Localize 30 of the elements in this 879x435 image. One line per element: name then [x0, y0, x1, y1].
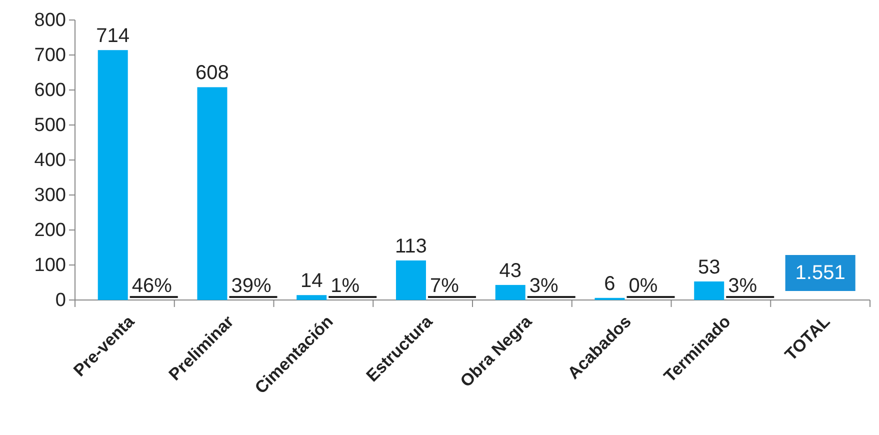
annotation: 3%: [728, 275, 758, 297]
annotation: 0%: [628, 275, 658, 297]
y-tick-label: 800: [34, 10, 66, 32]
y-tick-label: 100: [34, 255, 66, 276]
bar: [694, 281, 724, 300]
data-label: 53: [698, 256, 720, 278]
data-label: 43: [499, 260, 522, 282]
y-tick-label: 300: [34, 185, 66, 206]
bar: [495, 284, 526, 300]
y-tick-label: 0: [55, 290, 66, 312]
annotation: 39%: [231, 275, 272, 297]
bar: [98, 50, 128, 300]
data-label: 608: [196, 62, 229, 84]
data-label: 714: [96, 25, 130, 48]
y-tick-label: 400: [34, 150, 66, 172]
bar: [296, 295, 327, 300]
data-label: 6: [604, 272, 616, 295]
y-tick-label: 200: [34, 220, 66, 242]
bar: [396, 260, 426, 300]
y-tick-label: 700: [34, 45, 66, 66]
annotation: 3%: [529, 275, 558, 297]
data-label: 113: [395, 235, 427, 258]
annotation: 1.551: [795, 262, 846, 284]
annotation: 7%: [430, 275, 460, 297]
y-tick-label: 500: [34, 115, 66, 136]
annotation: 46%: [132, 275, 172, 297]
annotation: 1%: [330, 275, 360, 297]
data-label: 14: [300, 270, 323, 292]
bar: [197, 87, 228, 300]
y-tick-label: 600: [34, 80, 66, 102]
